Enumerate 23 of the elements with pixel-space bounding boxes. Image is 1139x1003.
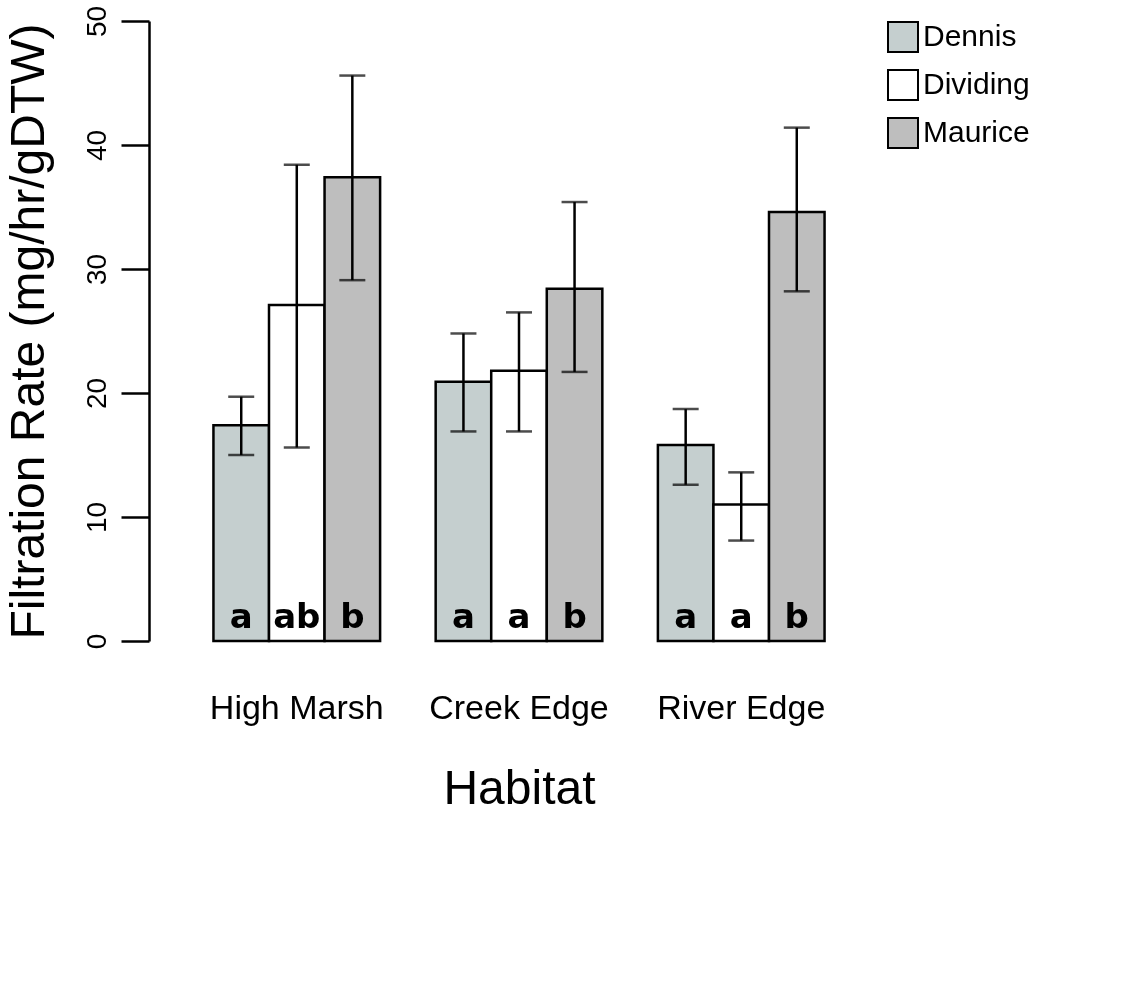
y-tick-label: 30 bbox=[80, 253, 112, 286]
data-label: a bbox=[507, 596, 531, 636]
legend-label: Dennis bbox=[923, 19, 1017, 52]
x-tick-label: Creek Edge bbox=[429, 687, 609, 726]
legend-label: Dividing bbox=[923, 67, 1030, 100]
legend-label: Maurice bbox=[923, 115, 1030, 148]
y-tick-label: 10 bbox=[80, 501, 112, 534]
y-tick-label: 0 bbox=[80, 633, 112, 650]
x-tick-label: High Marsh bbox=[209, 687, 384, 726]
data-label: b bbox=[784, 596, 809, 636]
data-label: b bbox=[340, 596, 365, 636]
y-tick-label: 50 bbox=[80, 5, 112, 38]
data-label: a bbox=[451, 596, 475, 636]
data-label: a bbox=[674, 596, 698, 636]
x-tick-label: River Edge bbox=[657, 687, 826, 726]
data-label: ab bbox=[273, 596, 321, 636]
x-axis-title: Habitat bbox=[443, 760, 596, 814]
data-label: b bbox=[562, 596, 587, 636]
y-tick-label: 20 bbox=[80, 377, 112, 410]
data-label: a bbox=[229, 596, 253, 636]
y-tick-label: 40 bbox=[80, 129, 112, 162]
data-label: a bbox=[729, 596, 753, 636]
y-axis-title: Filtration Rate (mg/hr/gDTW) bbox=[0, 23, 54, 640]
